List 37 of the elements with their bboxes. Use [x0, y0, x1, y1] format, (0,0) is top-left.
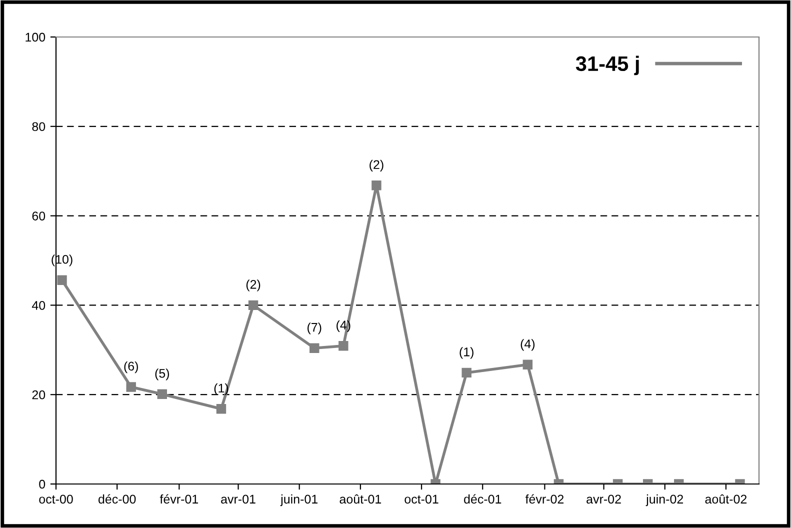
- annotation: (2): [370, 160, 384, 172]
- annotation: (1): [460, 347, 474, 359]
- point: [338, 341, 348, 351]
- annotation: (5): [155, 368, 170, 380]
- y-tick-label: 20: [32, 390, 46, 400]
- x-tick-label: févr-02: [525, 494, 564, 504]
- point: [522, 360, 533, 370]
- point: [157, 389, 168, 400]
- x-tick-label: août-02: [705, 494, 747, 504]
- x-tick-label: déc-00: [98, 494, 136, 504]
- annotation: (4): [336, 320, 350, 332]
- annotation: (7): [308, 322, 322, 334]
- x-tick-label: août-01: [340, 494, 382, 504]
- y-tick-label: 100: [26, 32, 46, 42]
- point: [126, 382, 136, 392]
- annotation: (4): [520, 339, 535, 351]
- y-tick-label: 40: [32, 301, 46, 310]
- point: [57, 275, 67, 286]
- annotation: (6): [124, 361, 138, 374]
- x-tick-label: oct-01: [404, 494, 438, 504]
- x-tick-label: déc-01: [464, 494, 502, 504]
- annotation: (2): [246, 280, 260, 292]
- x-tick-label: févr-01: [160, 494, 198, 504]
- y-tick-label: 80: [32, 122, 46, 132]
- x-tick-label: avr-01: [221, 494, 256, 504]
- x-tick-label: juin-01: [280, 494, 318, 506]
- point: [462, 368, 472, 378]
- y-tick-label: 60: [32, 212, 46, 220]
- point: [310, 343, 320, 353]
- point: [216, 404, 226, 414]
- annotation: (1): [214, 383, 228, 396]
- x-tick-label: avr-02: [586, 494, 621, 504]
- x-tick-label: juin-02: [646, 494, 683, 506]
- x-tick-label: oct-00: [39, 494, 73, 504]
- legend-label: 31-45 j: [576, 56, 639, 76]
- y-tick-label: 0: [39, 480, 46, 489]
- point: [248, 300, 258, 310]
